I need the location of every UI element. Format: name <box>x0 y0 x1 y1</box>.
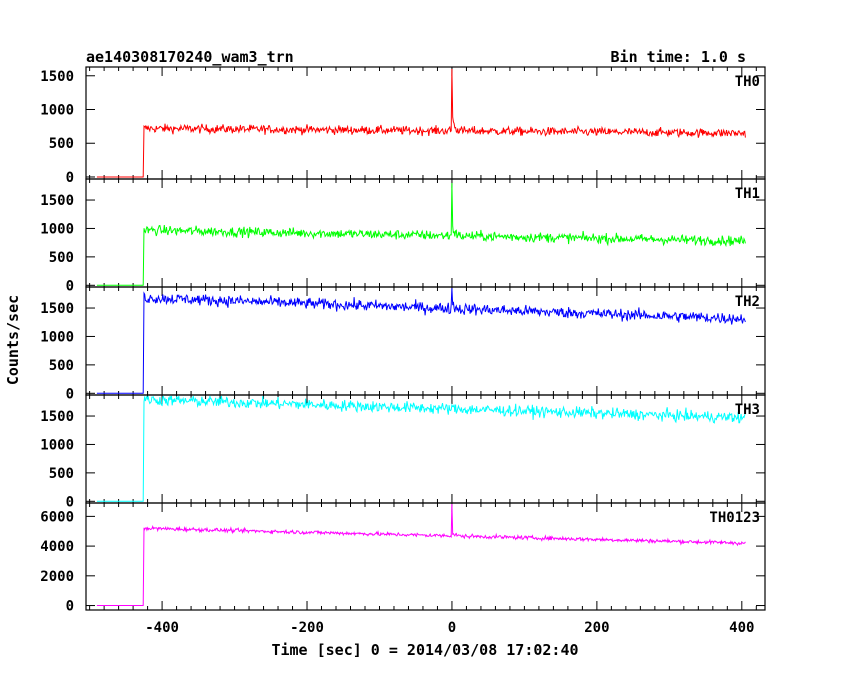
series-line-th3 <box>96 395 746 502</box>
y-tick-label: 1000 <box>40 221 74 237</box>
y-tick-label: 500 <box>49 358 74 374</box>
panels-group: 0 500 1000 1500 TH0 0 500 1000 1500 TH1 0 500 1000 15… <box>40 66 766 636</box>
x-tick-label: 200 <box>584 620 609 636</box>
panel-label-th0123: TH0123 <box>709 510 760 526</box>
y-tick-label: 6000 <box>40 509 74 525</box>
x-tick-label: 400 <box>729 620 754 636</box>
y-tick-label: 4000 <box>40 539 74 555</box>
y-tick-label: 1500 <box>40 193 74 209</box>
y-tick-label: 1000 <box>40 329 74 345</box>
panel-label-th0: TH0 <box>735 74 760 90</box>
y-tick-label: 1000 <box>40 437 74 453</box>
y-tick-label: 1000 <box>40 103 74 119</box>
panel-frame-th0123 <box>85 502 766 611</box>
y-tick-label: 0 <box>66 386 74 402</box>
series-line-th1 <box>96 182 746 286</box>
x-tick-label: -400 <box>145 620 179 636</box>
y-tick-label: 500 <box>49 250 74 266</box>
x-tick-label: 0 <box>448 620 456 636</box>
y-tick-label: 2000 <box>40 569 74 585</box>
y-tick-label: 0 <box>66 278 74 294</box>
panel-frame-th3 <box>85 394 766 504</box>
y-tick-label: 0 <box>66 170 74 186</box>
series-line-th2 <box>96 288 746 394</box>
y-tick-label: 1500 <box>40 69 74 85</box>
y-tick-label: 500 <box>49 466 74 482</box>
y-tick-label: 0 <box>66 599 74 615</box>
panel-frame-th0 <box>85 66 766 180</box>
panel-label-th3: TH3 <box>735 402 760 418</box>
y-tick-label: 0 <box>66 494 74 510</box>
y-tick-label: 500 <box>49 136 74 152</box>
x-tick-label: -200 <box>290 620 324 636</box>
x-axis-label: Time [sec] 0 = 2014/03/08 17:02:40 <box>271 641 578 659</box>
bin-time-label: Bin time: 1.0 s <box>611 48 746 66</box>
chart-title: ae140308170240_wam3_trn <box>86 48 294 66</box>
y-tick-label: 1500 <box>40 409 74 425</box>
series-line-th0123 <box>96 503 746 606</box>
panel-frame-th2 <box>85 286 766 396</box>
series-line-th0 <box>96 68 746 178</box>
panel-label-th1: TH1 <box>735 186 760 202</box>
y-axis-label: Counts/sec <box>4 295 22 385</box>
panel-frame-th1 <box>85 178 766 288</box>
y-tick-label: 1500 <box>40 301 74 317</box>
panel-label-th2: TH2 <box>735 294 760 310</box>
